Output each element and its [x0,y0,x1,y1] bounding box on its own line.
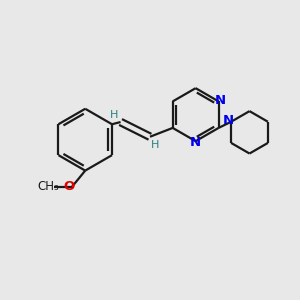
Text: O: O [63,180,75,193]
Text: H: H [151,140,160,150]
Text: CH₃: CH₃ [37,180,59,193]
Text: N: N [215,94,226,107]
Text: N: N [190,136,201,149]
Text: N: N [223,114,234,127]
Text: H: H [110,110,118,120]
